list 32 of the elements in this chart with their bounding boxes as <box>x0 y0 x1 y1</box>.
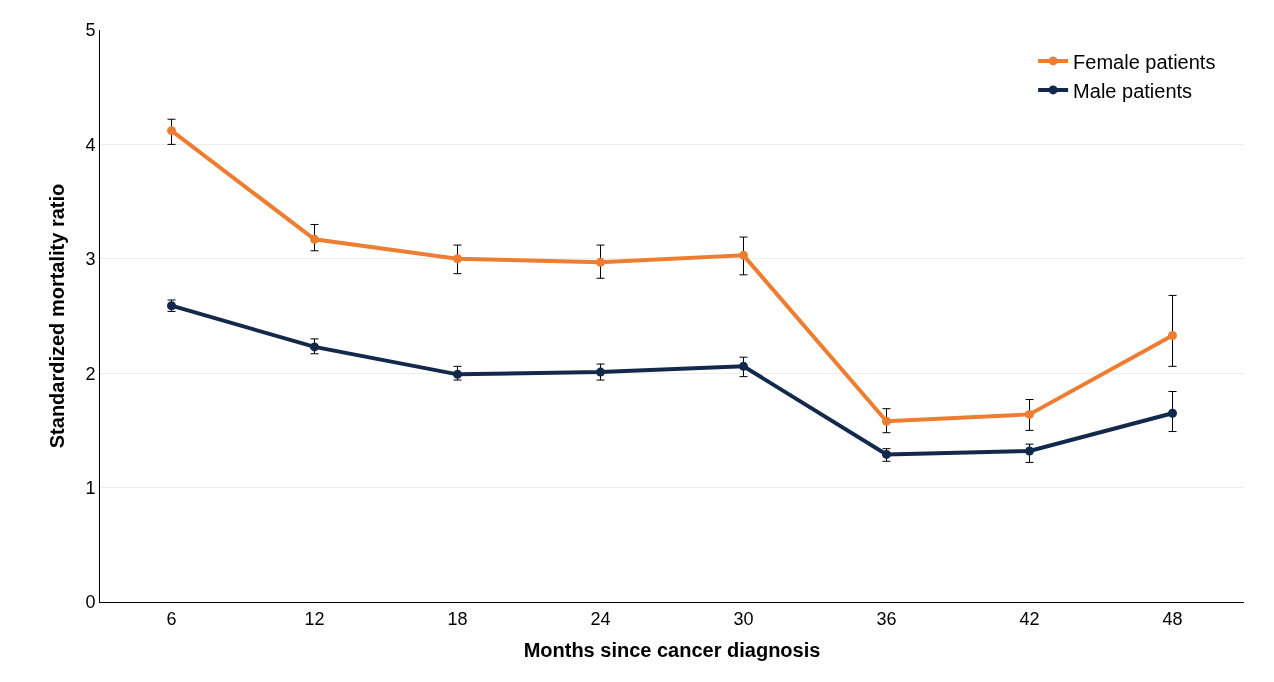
legend-label: Female patients <box>1073 50 1216 73</box>
y-tick-label: 5 <box>85 20 96 41</box>
point <box>1168 408 1177 418</box>
point <box>453 254 462 264</box>
point <box>1025 446 1034 456</box>
x-tick-label: 18 <box>447 608 468 629</box>
x-tick-label: 6 <box>166 608 177 629</box>
point <box>1025 409 1034 419</box>
point <box>596 257 605 267</box>
y-tick-label: 3 <box>85 249 96 270</box>
y-tick-label: 0 <box>85 592 96 613</box>
x-tick-label: 12 <box>304 608 325 629</box>
x-axis-title: Months since cancer diagnosis <box>523 639 821 662</box>
point <box>453 369 462 379</box>
y-tick-label: 2 <box>85 363 96 384</box>
x-tick-label: 24 <box>590 608 611 629</box>
point <box>1168 330 1177 340</box>
point <box>739 250 748 260</box>
y-tick-label: 4 <box>85 134 96 155</box>
point <box>310 342 319 352</box>
x-tick-label: 36 <box>876 608 897 629</box>
x-tick-label: 30 <box>733 608 754 629</box>
point <box>310 234 319 244</box>
x-tick-label: 48 <box>1162 608 1183 629</box>
y-axis-title: Standardized mortality ratio <box>45 183 68 449</box>
point <box>167 126 176 136</box>
legend-label: Male patients <box>1073 79 1193 102</box>
y-tick-label: 1 <box>85 477 96 498</box>
x-tick-label: 42 <box>1019 608 1040 629</box>
point <box>882 416 891 426</box>
point <box>739 361 748 371</box>
point <box>596 367 605 377</box>
